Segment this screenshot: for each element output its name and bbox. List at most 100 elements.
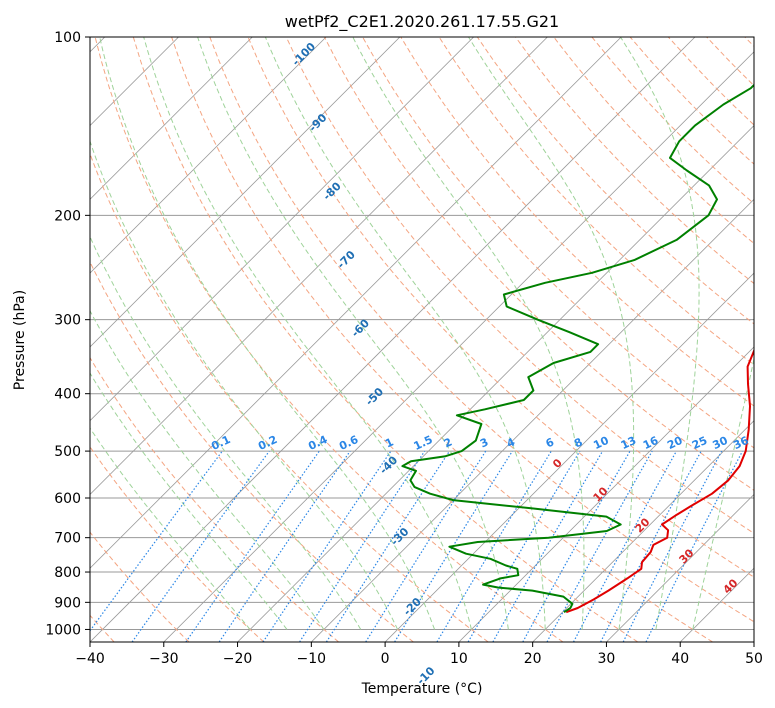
mixing-ratio-label: 6 — [544, 435, 557, 450]
isotherm-line — [90, 37, 622, 569]
dewpoint-line — [401, 83, 754, 614]
mixing-ratio-label: 0.6 — [337, 433, 360, 453]
isotherm-line — [679, 567, 754, 642]
moist-adiabat-line — [264, 37, 546, 630]
x-tick-label: −40 — [75, 651, 105, 667]
isotherm-line — [163, 51, 754, 642]
isotherm-line — [753, 641, 754, 642]
dry-adiabat-line — [90, 446, 265, 642]
y-tick-label: 1000 — [45, 622, 81, 638]
moist-adiabat-label: -20 — [401, 595, 424, 618]
isotherm-line — [90, 37, 474, 422]
mixing-ratio-label: 1.5 — [412, 433, 435, 453]
isotherm-line — [384, 272, 754, 642]
isotherm-line — [90, 37, 327, 274]
mixing-ratio-line — [522, 450, 631, 642]
mixing-ratio-line — [645, 450, 744, 642]
y-tick-label: 400 — [54, 387, 81, 403]
mixing-ratio-line — [572, 450, 677, 642]
isotherm-line — [90, 37, 696, 642]
dry-adiabat-label: 20 — [633, 515, 653, 535]
moist-adiabat-line — [90, 139, 399, 630]
mixing-ratio-label: 16 — [641, 434, 661, 452]
moist-adiabat-line — [90, 427, 251, 630]
moist-adiabat-line — [692, 356, 754, 630]
dry-adiabat-line — [209, 37, 754, 623]
dry-adiabat-line — [438, 37, 754, 366]
dry-adiabat-line — [706, 37, 754, 87]
y-tick-label: 600 — [54, 491, 81, 507]
data-lines — [401, 83, 754, 614]
moist-adiabat-label: -40 — [377, 453, 400, 476]
isotherm-line — [458, 346, 754, 642]
mixing-ratio-label: 0.2 — [256, 433, 279, 453]
plot-frame — [89, 36, 755, 643]
background-lines — [90, 37, 754, 642]
dry-adiabat-line — [90, 260, 414, 642]
y-tick-label: 300 — [54, 313, 81, 329]
mixing-ratio-label: 30 — [711, 434, 731, 452]
x-tick-label: −30 — [149, 651, 179, 667]
mixing-ratio-line — [622, 450, 723, 642]
mixing-ratio-line — [90, 450, 223, 632]
mixing-ratio-line — [436, 450, 552, 642]
dry-adiabat-line — [285, 37, 754, 535]
mixing-ratio-line — [600, 450, 702, 642]
dry-adiabat-line — [90, 152, 489, 642]
dry-adiabat-line — [94, 37, 564, 642]
y-tick-label: 700 — [54, 531, 81, 547]
moist-adiabat-label: -50 — [363, 385, 386, 408]
dry-adiabat-line — [90, 356, 339, 642]
moist-adiabat-line — [143, 37, 472, 630]
mixing-ratio-label: 1 — [383, 435, 395, 450]
mixing-ratio-line — [394, 450, 513, 642]
x-tick-label: −20 — [223, 651, 253, 667]
dry-adiabat-label: 0 — [550, 456, 565, 471]
mixing-ratio-label: 20 — [665, 434, 685, 452]
mixing-ratio-label: 3 — [478, 435, 490, 450]
isotherm-line — [606, 493, 754, 642]
mixing-ratio-label: 36 — [731, 434, 751, 452]
y-tick-label: 100 — [54, 30, 81, 46]
mixing-ratio-label: 13 — [619, 434, 638, 452]
dry-adiabat-line — [362, 37, 754, 449]
moist-adiabat-line — [468, 37, 635, 630]
x-tick-label: 30 — [598, 651, 616, 667]
dry-adiabat-line — [515, 37, 754, 285]
y-tick-label: 200 — [54, 208, 81, 224]
x-tick-label: 40 — [671, 651, 689, 667]
dry-adiabat-line — [90, 531, 190, 642]
moist-adiabat-line — [90, 309, 325, 630]
x-tick-label: 20 — [524, 651, 542, 667]
moist-adiabat-line — [352, 37, 585, 630]
moist-adiabat-line — [99, 37, 436, 630]
chart-title: wetPf2_C2E1.2020.261.17.55.G21 — [285, 12, 559, 32]
isotherm-line — [532, 420, 754, 642]
x-tick-label: 0 — [381, 651, 390, 667]
x-tick-label: 10 — [450, 651, 468, 667]
y-tick-label: 900 — [54, 595, 81, 611]
temperature-line — [565, 348, 754, 614]
moist-adiabat-label: -70 — [335, 248, 358, 271]
y-tick-label: 800 — [54, 565, 81, 581]
dry-adiabat-line — [744, 37, 754, 47]
mixing-ratio-line — [218, 450, 351, 642]
isotherm-line — [90, 37, 253, 200]
moist-adiabat-line — [90, 372, 288, 630]
mixing-ratio-line — [467, 450, 581, 642]
isotherm-line — [90, 37, 401, 348]
dry-adiabat-line — [323, 37, 754, 491]
dry-adiabat-line — [132, 37, 639, 642]
mixing-ratio-line — [546, 450, 653, 642]
moist-adiabat-label: -80 — [320, 179, 343, 202]
isotherm-line — [311, 198, 754, 642]
mixing-ratio-line — [365, 450, 487, 642]
dry-adiabat-label: 10 — [591, 484, 611, 504]
x-tick-label: −10 — [297, 651, 327, 667]
mixing-ratio-line — [299, 450, 426, 642]
x-tick-label: 50 — [745, 651, 763, 667]
isotherm-line — [90, 37, 548, 496]
moist-adiabat-line — [620, 37, 700, 630]
mixing-ratio-line — [262, 450, 392, 642]
dry-adiabat-line — [171, 37, 713, 642]
